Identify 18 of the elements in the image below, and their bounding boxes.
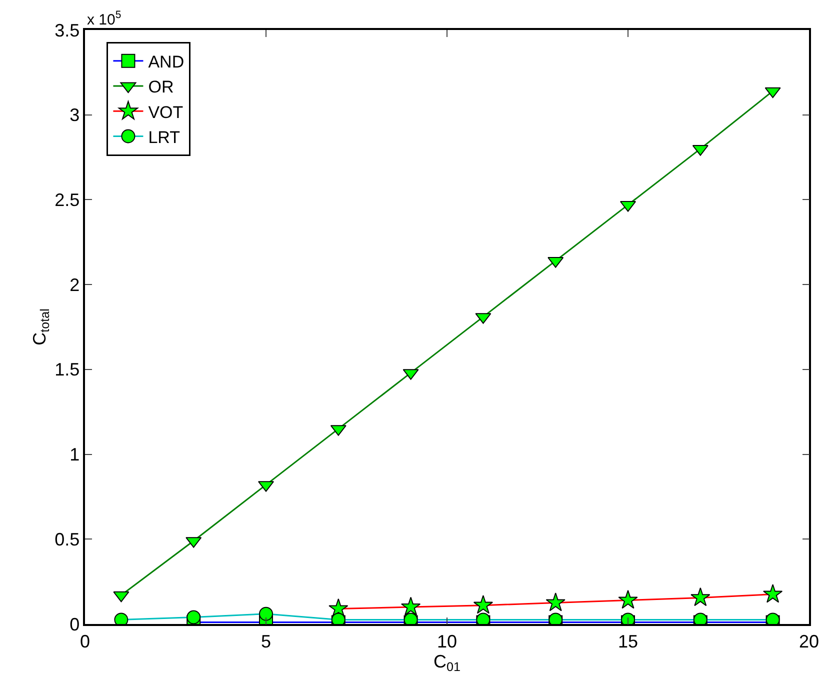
- legend-label: VOT: [148, 102, 184, 122]
- y-tick-label: 1: [70, 444, 80, 465]
- y-tick-label: 2.5: [54, 190, 80, 210]
- x-tick-label: 5: [260, 631, 272, 652]
- legend-label: OR: [148, 78, 174, 97]
- legend-label: AND: [148, 52, 184, 72]
- y-tick-label: 0: [70, 614, 80, 634]
- x-tick-label: 10: [436, 631, 458, 652]
- y-tick-label: 3.5: [54, 20, 80, 40]
- legend-label: LRT: [148, 128, 180, 147]
- y-tick-label: 2: [70, 274, 80, 295]
- x-tick-label: 15: [618, 631, 638, 652]
- y-tick-label: 1.5: [54, 360, 80, 380]
- x-tick-label: 20: [798, 631, 820, 652]
- text: x 10$^{5}$: [87, 9, 122, 28]
- y-tick-label: 0.5: [54, 529, 80, 550]
- y-tick-label: 3: [70, 105, 80, 126]
- x-axis-title: C$_{01}$: [433, 651, 461, 674]
